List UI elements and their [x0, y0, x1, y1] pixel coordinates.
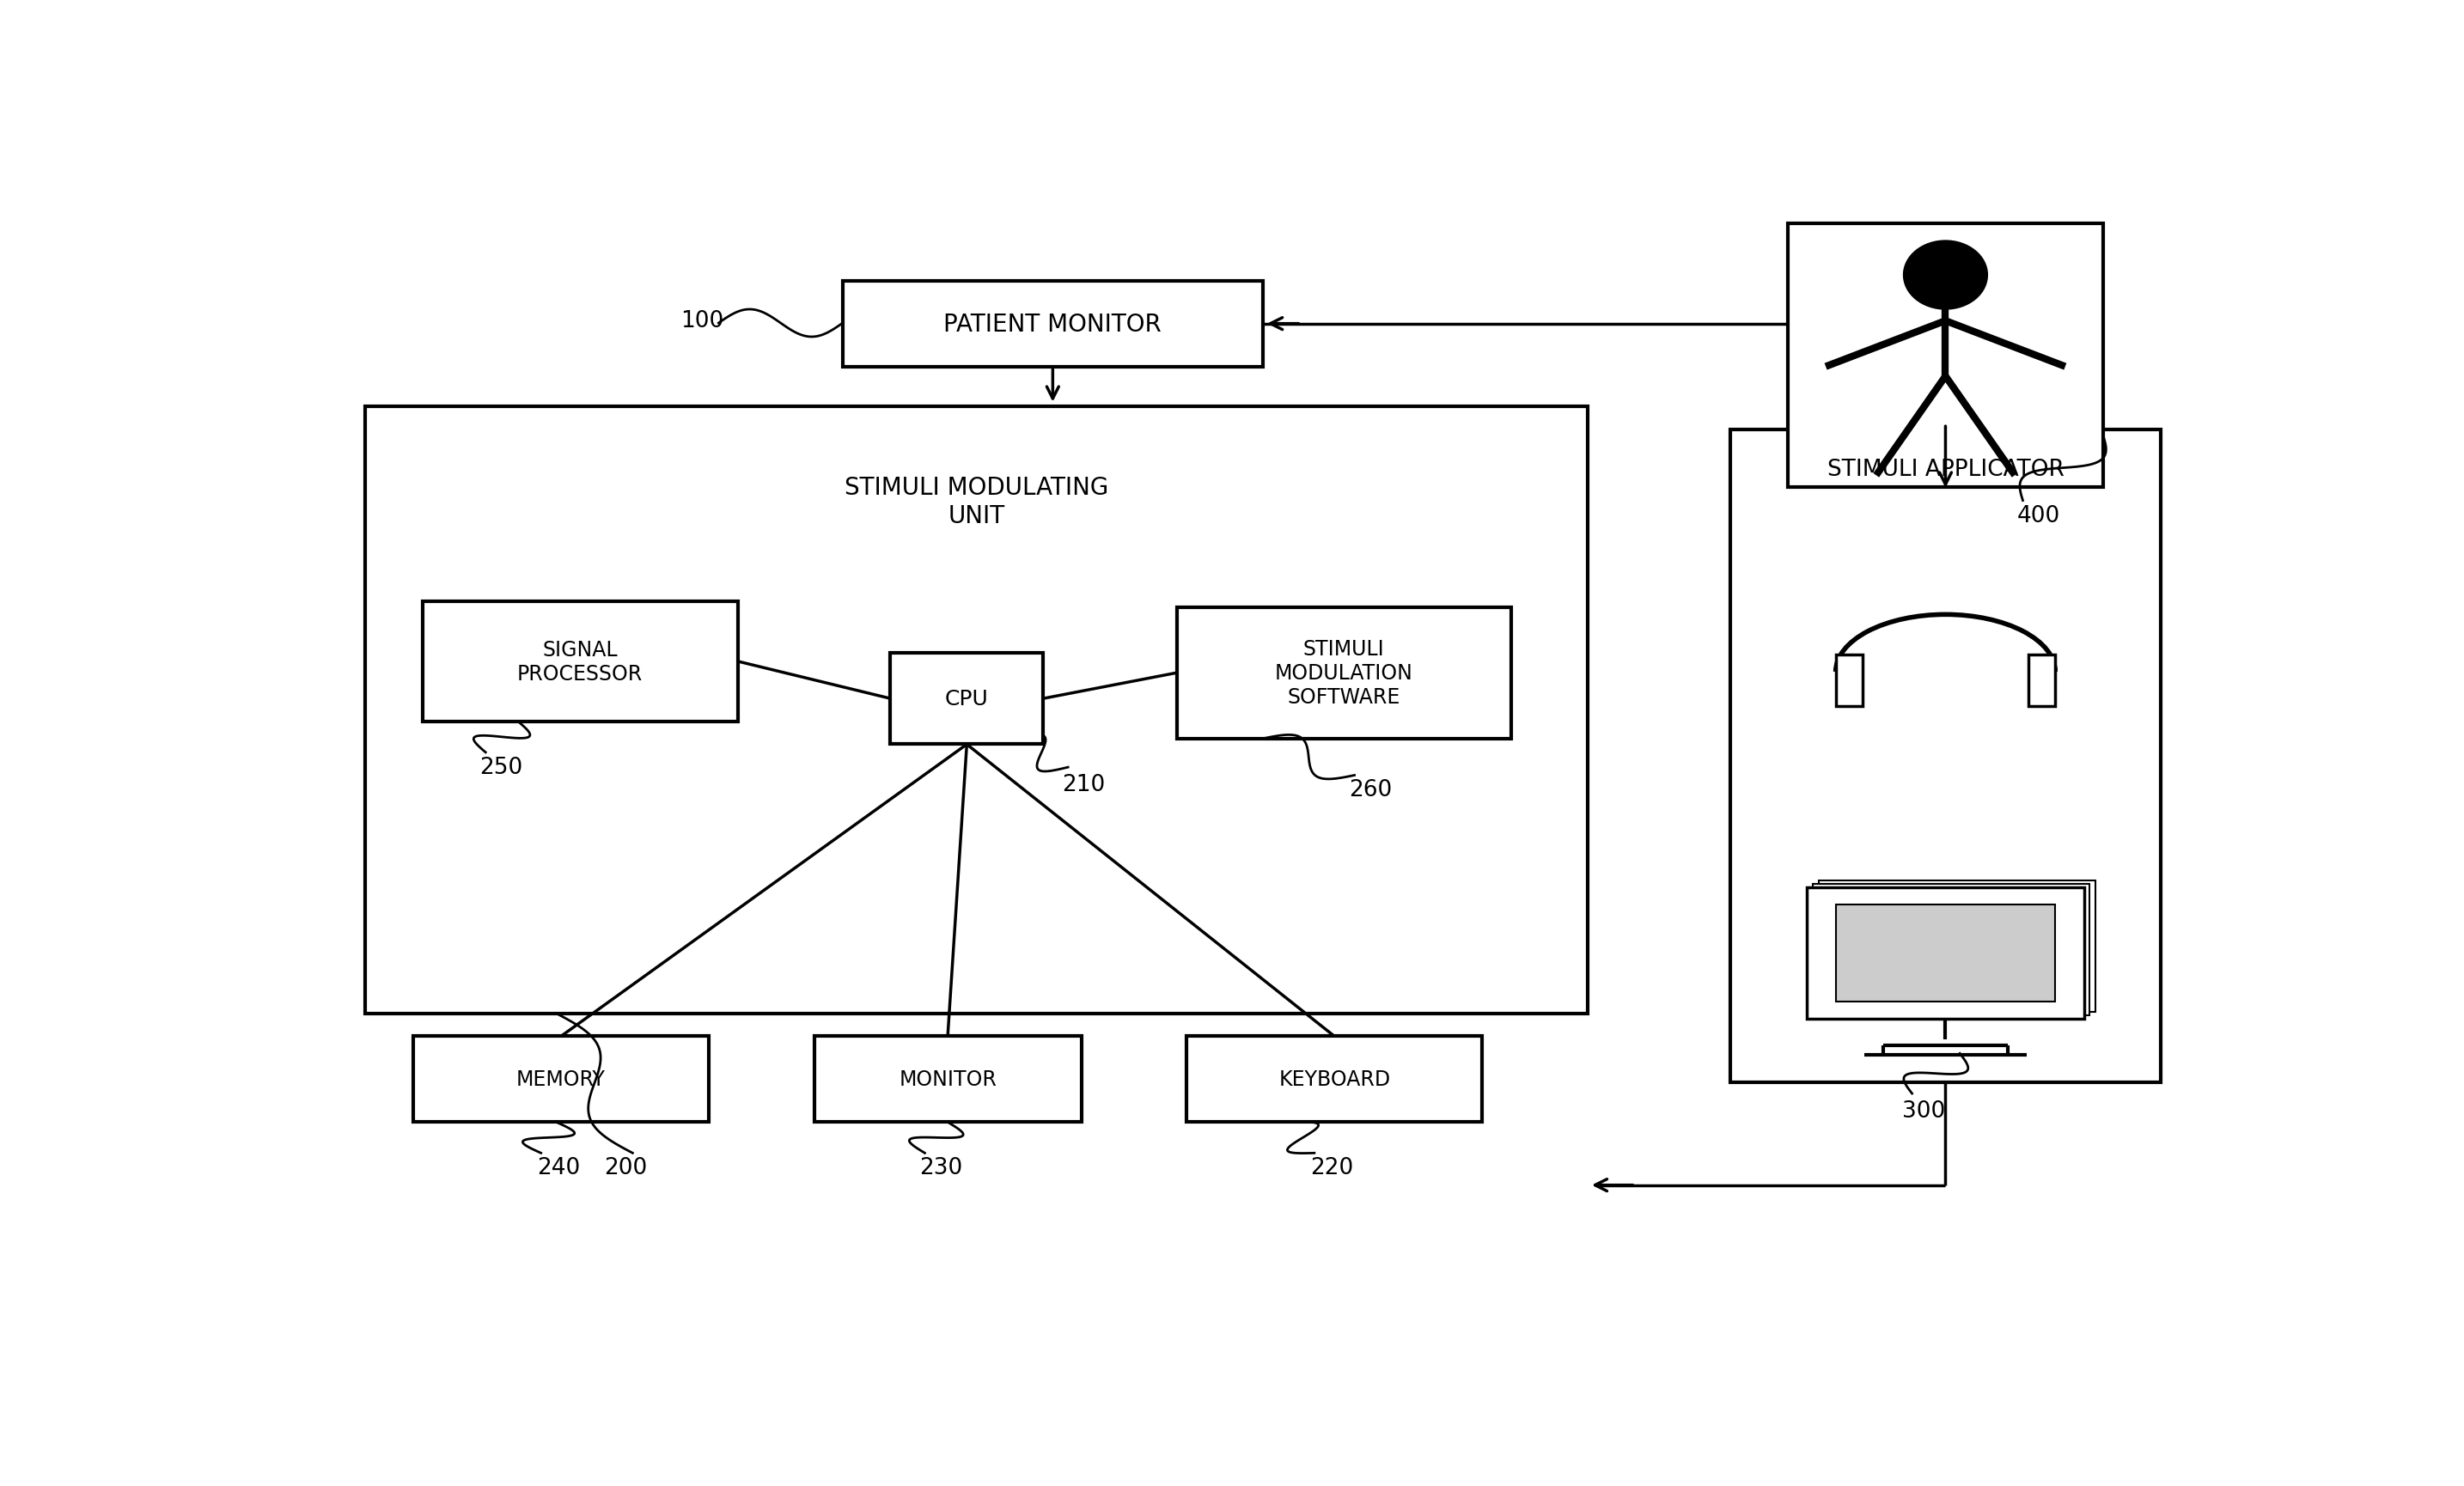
FancyBboxPatch shape	[1730, 429, 2161, 1082]
Text: 400: 400	[2018, 504, 2060, 526]
FancyBboxPatch shape	[1789, 224, 2104, 487]
FancyBboxPatch shape	[365, 407, 1587, 1013]
Text: 200: 200	[604, 1156, 648, 1178]
Text: CPU: CPU	[946, 688, 988, 709]
FancyBboxPatch shape	[414, 1037, 710, 1122]
Text: 210: 210	[1062, 773, 1106, 795]
FancyBboxPatch shape	[424, 602, 737, 722]
FancyBboxPatch shape	[1818, 881, 2094, 1012]
FancyBboxPatch shape	[1806, 887, 2085, 1019]
Ellipse shape	[1905, 241, 1988, 311]
FancyBboxPatch shape	[843, 281, 1264, 367]
Text: 100: 100	[680, 311, 724, 333]
FancyBboxPatch shape	[890, 654, 1042, 744]
FancyBboxPatch shape	[1836, 905, 2055, 1002]
Text: MEMORY: MEMORY	[517, 1068, 606, 1089]
FancyBboxPatch shape	[1188, 1037, 1483, 1122]
Text: 300: 300	[1902, 1100, 1947, 1122]
Text: 220: 220	[1311, 1156, 1353, 1178]
FancyBboxPatch shape	[813, 1037, 1082, 1122]
Text: SIGNAL
PROCESSOR: SIGNAL PROCESSOR	[517, 639, 643, 684]
Text: 260: 260	[1348, 779, 1392, 801]
FancyBboxPatch shape	[2028, 655, 2055, 706]
Text: STIMULI MODULATING
UNIT: STIMULI MODULATING UNIT	[845, 476, 1109, 528]
Text: STIMULI APPLICATOR: STIMULI APPLICATOR	[1826, 459, 2065, 481]
Text: 250: 250	[480, 756, 522, 779]
FancyBboxPatch shape	[1814, 884, 2089, 1016]
Text: STIMULI
MODULATION
SOFTWARE: STIMULI MODULATION SOFTWARE	[1274, 639, 1412, 707]
Text: MONITOR: MONITOR	[899, 1068, 995, 1089]
Text: PATIENT MONITOR: PATIENT MONITOR	[944, 312, 1161, 336]
Text: KEYBOARD: KEYBOARD	[1279, 1068, 1390, 1089]
FancyBboxPatch shape	[1836, 655, 1863, 706]
FancyBboxPatch shape	[1178, 608, 1510, 739]
Text: 240: 240	[537, 1156, 582, 1178]
Text: 230: 230	[919, 1156, 963, 1178]
